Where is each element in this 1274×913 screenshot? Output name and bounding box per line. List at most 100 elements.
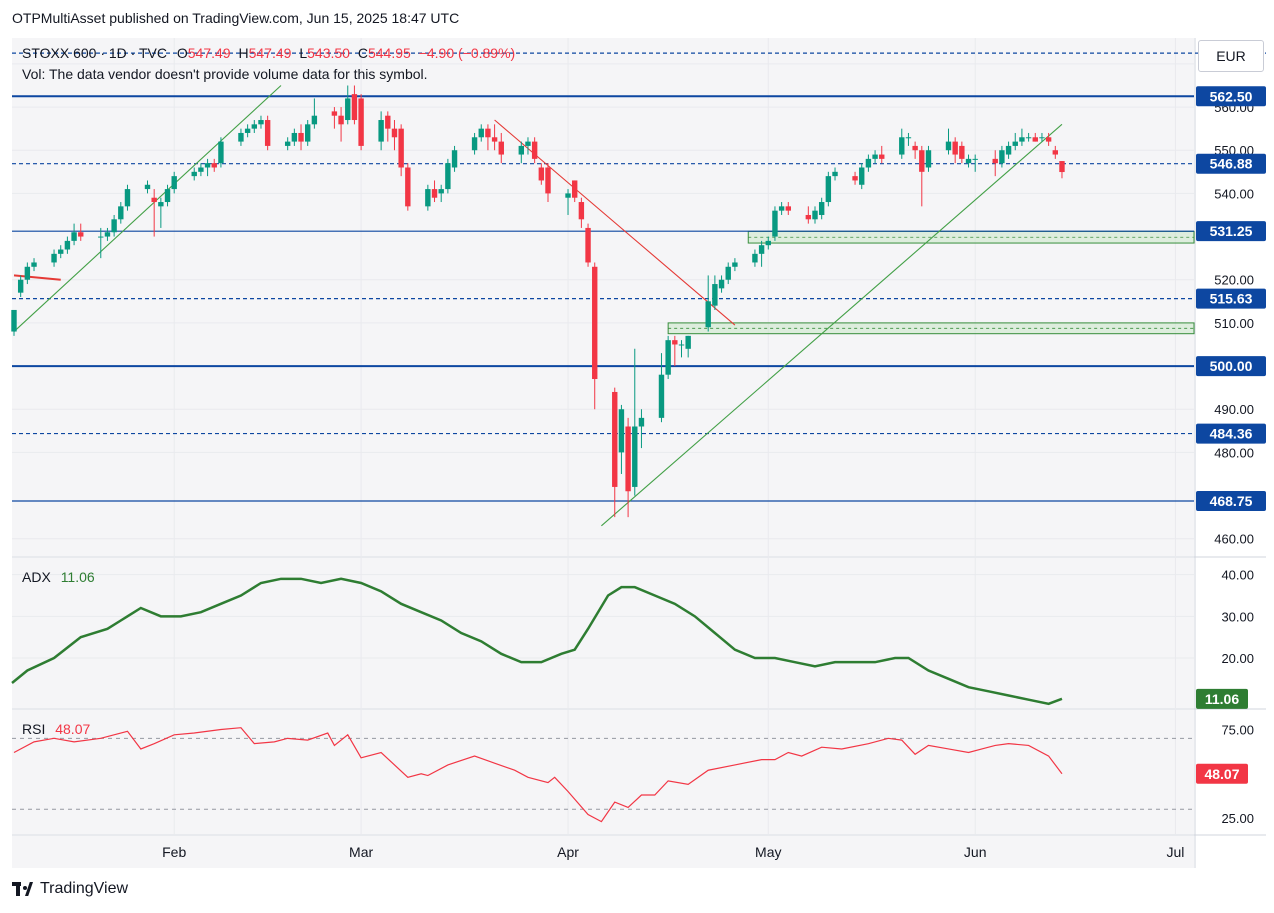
candle-body[interactable] [164, 189, 171, 203]
candle-body[interactable] [485, 128, 491, 138]
candle-body[interactable] [825, 176, 832, 203]
candle-body[interactable] [658, 374, 665, 418]
candle-body[interactable] [471, 137, 478, 151]
candle-body[interactable] [919, 150, 925, 172]
candle-body[interactable] [859, 167, 865, 185]
candle-body[interactable] [291, 132, 298, 142]
candle-body[interactable] [665, 340, 671, 375]
candle-body[interactable] [71, 232, 77, 241]
candle-body[interactable] [338, 115, 344, 125]
candle-body[interactable] [632, 426, 638, 487]
candle-body[interactable] [1019, 137, 1025, 142]
candle-body[interactable] [345, 98, 351, 121]
candle-body[interactable] [925, 150, 932, 168]
candle-body[interactable] [1039, 137, 1045, 139]
candle-body[interactable] [852, 176, 858, 181]
candle-body[interactable] [545, 167, 551, 194]
candle-body[interactable] [758, 245, 765, 254]
candle-body[interactable] [211, 163, 217, 168]
candle-body[interactable] [899, 137, 905, 155]
candle-body[interactable] [518, 145, 524, 155]
candle-body[interactable] [124, 189, 131, 207]
candle-body[interactable] [17, 279, 24, 293]
candle-body[interactable] [592, 266, 598, 380]
candle-body[interactable] [311, 115, 318, 125]
candle-body[interactable] [945, 141, 952, 151]
candle-body[interactable] [151, 197, 157, 203]
candle-body[interactable] [204, 163, 211, 168]
candle-body[interactable] [284, 141, 291, 146]
candle-body[interactable] [244, 128, 251, 133]
symbol-label[interactable]: STOXX 600 · 1D · TVC [22, 45, 167, 61]
candle-body[interactable] [865, 158, 872, 168]
candle-body[interactable] [525, 141, 531, 146]
candle-body[interactable] [158, 202, 164, 207]
adx-legend[interactable]: ADX 11.06 [22, 569, 95, 585]
candle-body[interactable] [959, 145, 965, 159]
candle-body[interactable] [118, 206, 124, 220]
candle-body[interactable] [812, 210, 818, 220]
candle-body[interactable] [358, 98, 364, 146]
candle-body[interactable] [31, 262, 37, 267]
candle-body[interactable] [51, 253, 57, 263]
candle-body[interactable] [912, 145, 918, 151]
candle-body[interactable] [785, 206, 791, 211]
candle-body[interactable] [725, 266, 731, 280]
candle-body[interactable] [638, 417, 645, 427]
candle-body[interactable] [765, 240, 771, 246]
candle-body[interactable] [1052, 150, 1058, 155]
candle-body[interactable] [58, 249, 64, 254]
candle-body[interactable] [391, 128, 398, 138]
candle-body[interactable] [11, 309, 17, 332]
candle-body[interactable] [1025, 137, 1032, 139]
candle-body[interactable] [191, 171, 197, 177]
candle-body[interactable] [752, 253, 758, 263]
candle-body[interactable] [198, 167, 204, 172]
rsi-line[interactable] [13, 727, 1063, 823]
candle-body[interactable] [565, 193, 571, 198]
candle-body[interactable] [952, 141, 958, 155]
candle-body[interactable] [625, 426, 631, 492]
candle-body[interactable] [992, 158, 998, 164]
candle-body[interactable] [351, 94, 358, 121]
candle-body[interactable] [98, 236, 104, 238]
trendline[interactable] [601, 123, 1063, 527]
candle-body[interactable] [218, 141, 224, 164]
candle-body[interactable] [972, 158, 978, 160]
candle-body[interactable] [378, 120, 384, 142]
candle-body[interactable] [111, 219, 117, 233]
candle-body[interactable] [712, 284, 718, 306]
tradingview-logo[interactable]: TradingView [12, 880, 128, 898]
candle-body[interactable] [578, 202, 585, 220]
candle-body[interactable] [1059, 161, 1065, 173]
candle-body[interactable] [618, 409, 625, 453]
candle-body[interactable] [1012, 141, 1018, 146]
candle-body[interactable] [78, 232, 84, 237]
candle-body[interactable] [438, 189, 444, 194]
candle-body[interactable] [1032, 137, 1038, 142]
candle-body[interactable] [298, 132, 304, 142]
candle-body[interactable] [872, 154, 878, 159]
candle-body[interactable] [104, 232, 111, 237]
candle-body[interactable] [24, 266, 31, 280]
candle-body[interactable] [965, 158, 972, 164]
candle-body[interactable] [999, 150, 1005, 164]
candle-body[interactable] [405, 167, 411, 207]
candle-body[interactable] [538, 167, 545, 181]
adx-line[interactable] [11, 577, 1063, 706]
candle-body[interactable] [478, 128, 484, 138]
candle-body[interactable] [264, 120, 271, 146]
candle-body[interactable] [705, 301, 711, 328]
candle-body[interactable] [1005, 145, 1012, 155]
candle-body[interactable] [385, 115, 391, 129]
candle-body[interactable] [612, 391, 618, 487]
candle-body[interactable] [678, 344, 685, 346]
candle-body[interactable] [64, 240, 71, 250]
candle-body[interactable] [718, 279, 725, 289]
trendline[interactable] [13, 274, 61, 281]
candle-body[interactable] [238, 132, 244, 142]
rsi-legend[interactable]: RSI 48.07 [22, 721, 90, 737]
candle-body[interactable] [258, 120, 264, 125]
candle-body[interactable] [144, 184, 151, 190]
candle-body[interactable] [445, 163, 451, 190]
